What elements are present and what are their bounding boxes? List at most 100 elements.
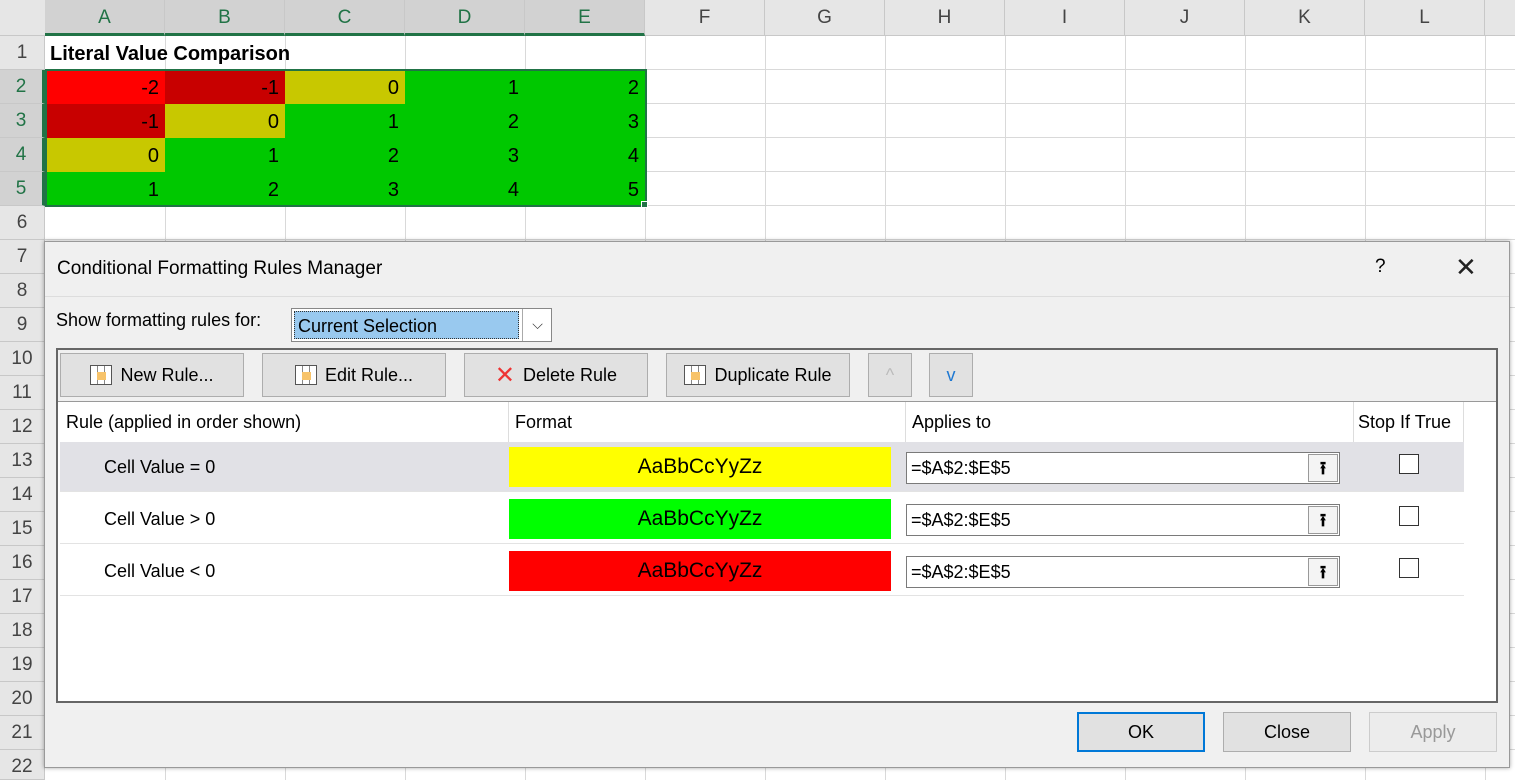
row-header-3[interactable]: 3 (0, 104, 45, 138)
stop-if-true-checkbox[interactable] (1399, 506, 1419, 526)
column-header-F[interactable]: F (645, 0, 765, 35)
row-header-1[interactable]: 1 (0, 36, 45, 70)
stop-if-true-checkbox[interactable] (1399, 558, 1419, 578)
sheet-title-cell[interactable]: Literal Value Comparison (50, 43, 291, 65)
cell-D3[interactable]: 2 (405, 104, 525, 138)
close-icon[interactable]: ✕ (1455, 252, 1477, 282)
row-header-18[interactable]: 18 (0, 614, 45, 648)
cell-C5[interactable]: 3 (285, 172, 405, 206)
column-header-J[interactable]: J (1125, 0, 1245, 35)
show-rules-label: Show formatting rules for: (56, 310, 262, 330)
cell-E3[interactable]: 3 (525, 104, 645, 138)
help-button[interactable]: ? (1375, 256, 1386, 277)
row-header-9[interactable]: 9 (0, 308, 45, 342)
collapse-range-icon[interactable]: ⭱ (1308, 558, 1338, 586)
delete-x-icon: ✕ (494, 361, 516, 389)
rule-row[interactable]: Cell Value = 0 AaBbCcYyZz =$A$2:$E$5 ⭱ (60, 442, 1464, 492)
cell-E2[interactable]: 2 (525, 70, 645, 104)
selection-outline (45, 69, 647, 207)
grid-line (45, 137, 1515, 138)
row-header-15[interactable]: 15 (0, 512, 45, 546)
edit-rule-button[interactable]: Edit Rule... (262, 353, 446, 397)
rule-description: Cell Value < 0 (104, 561, 216, 581)
close-button[interactable]: Close (1223, 712, 1351, 752)
cell-C4[interactable]: 2 (285, 138, 405, 172)
column-header-B[interactable]: B (165, 0, 285, 36)
applies-to-input[interactable]: =$A$2:$E$5 ⭱ (906, 504, 1340, 536)
grid-line (45, 171, 1515, 172)
rule-row[interactable]: Cell Value > 0 AaBbCcYyZz =$A$2:$E$5 ⭱ (60, 494, 1464, 544)
cell-A4[interactable]: 0 (45, 138, 165, 172)
cell-C2[interactable]: 0 (285, 70, 405, 104)
column-header-I[interactable]: I (1005, 0, 1125, 35)
cell-B4[interactable]: 1 (165, 138, 285, 172)
cell-D2[interactable]: 1 (405, 70, 525, 104)
row-header-10[interactable]: 10 (0, 342, 45, 376)
column-header-K[interactable]: K (1245, 0, 1365, 35)
dropdown-value: Current Selection (294, 311, 519, 339)
move-down-button[interactable]: v (929, 353, 973, 397)
cell-B5[interactable]: 2 (165, 172, 285, 206)
row-header-8[interactable]: 8 (0, 274, 45, 308)
edit-rule-icon (294, 365, 317, 385)
row-header-14[interactable]: 14 (0, 478, 45, 512)
grid-line (45, 205, 1515, 206)
cell-D4[interactable]: 3 (405, 138, 525, 172)
row-header-16[interactable]: 16 (0, 546, 45, 580)
fill-handle[interactable] (641, 201, 648, 208)
rules-panel: New Rule... Edit Rule... ✕ Delete Rule Du… (56, 348, 1498, 703)
cell-B2[interactable]: -1 (165, 70, 285, 104)
row-header-22[interactable]: 22 (0, 750, 45, 780)
row-header-12[interactable]: 12 (0, 410, 45, 444)
row-header-19[interactable]: 19 (0, 648, 45, 682)
cell-A5[interactable]: 1 (45, 172, 165, 206)
row-header-13[interactable]: 13 (0, 444, 45, 478)
delete-rule-button[interactable]: ✕ Delete Rule (464, 353, 648, 397)
column-header-H[interactable]: H (885, 0, 1005, 35)
column-header-E[interactable]: E (525, 0, 645, 36)
cell-D5[interactable]: 4 (405, 172, 525, 206)
header-applies-to: Applies to (906, 402, 1354, 442)
collapse-range-icon[interactable]: ⭱ (1308, 454, 1338, 482)
applies-to-input[interactable]: =$A$2:$E$5 ⭱ (906, 452, 1340, 484)
cell-B3[interactable]: 0 (165, 104, 285, 138)
applies-to-value: =$A$2:$E$5 (911, 510, 1011, 530)
ok-button[interactable]: OK (1077, 712, 1205, 752)
applies-to-value: =$A$2:$E$5 (911, 458, 1011, 478)
row-header-7[interactable]: 7 (0, 240, 45, 274)
conditional-formatting-dialog: Conditional Formatting Rules Manager ? ✕… (44, 241, 1510, 768)
row-header-21[interactable]: 21 (0, 716, 45, 750)
rule-row[interactable]: Cell Value < 0 AaBbCcYyZz =$A$2:$E$5 ⭱ (60, 546, 1464, 596)
format-preview: AaBbCcYyZz (509, 499, 891, 539)
row-header-17[interactable]: 17 (0, 580, 45, 614)
new-rule-button[interactable]: New Rule... (60, 353, 244, 397)
row-header-5[interactable]: 5 (0, 172, 45, 206)
row-header-4[interactable]: 4 (0, 138, 45, 172)
row-header-6[interactable]: 6 (0, 206, 45, 240)
row-header-11[interactable]: 11 (0, 376, 45, 410)
cell-E4[interactable]: 4 (525, 138, 645, 172)
move-up-button[interactable]: ^ (868, 353, 912, 397)
show-rules-dropdown[interactable]: Current Selection ⌵ (291, 308, 552, 342)
column-header-L[interactable]: L (1365, 0, 1485, 35)
stop-if-true-checkbox[interactable] (1399, 454, 1419, 474)
row-header-20[interactable]: 20 (0, 682, 45, 716)
cell-A2[interactable]: -2 (45, 70, 165, 104)
cell-E5[interactable]: 5 (525, 172, 645, 206)
row-header-2[interactable]: 2 (0, 70, 45, 104)
column-header-G[interactable]: G (765, 0, 885, 35)
grid-line (45, 69, 1515, 70)
column-header-D[interactable]: D (405, 0, 525, 36)
title-divider (45, 296, 1509, 297)
format-preview: AaBbCcYyZz (509, 447, 891, 487)
applies-to-value: =$A$2:$E$5 (911, 562, 1011, 582)
duplicate-rule-button[interactable]: Duplicate Rule (666, 353, 850, 397)
collapse-range-icon[interactable]: ⭱ (1308, 506, 1338, 534)
column-header-C[interactable]: C (285, 0, 405, 36)
column-header-A[interactable]: A (45, 0, 165, 36)
cell-C3[interactable]: 1 (285, 104, 405, 138)
cell-A3[interactable]: -1 (45, 104, 165, 138)
format-preview: AaBbCcYyZz (509, 551, 891, 591)
applies-to-input[interactable]: =$A$2:$E$5 ⭱ (906, 556, 1340, 588)
apply-button[interactable]: Apply (1369, 712, 1497, 752)
